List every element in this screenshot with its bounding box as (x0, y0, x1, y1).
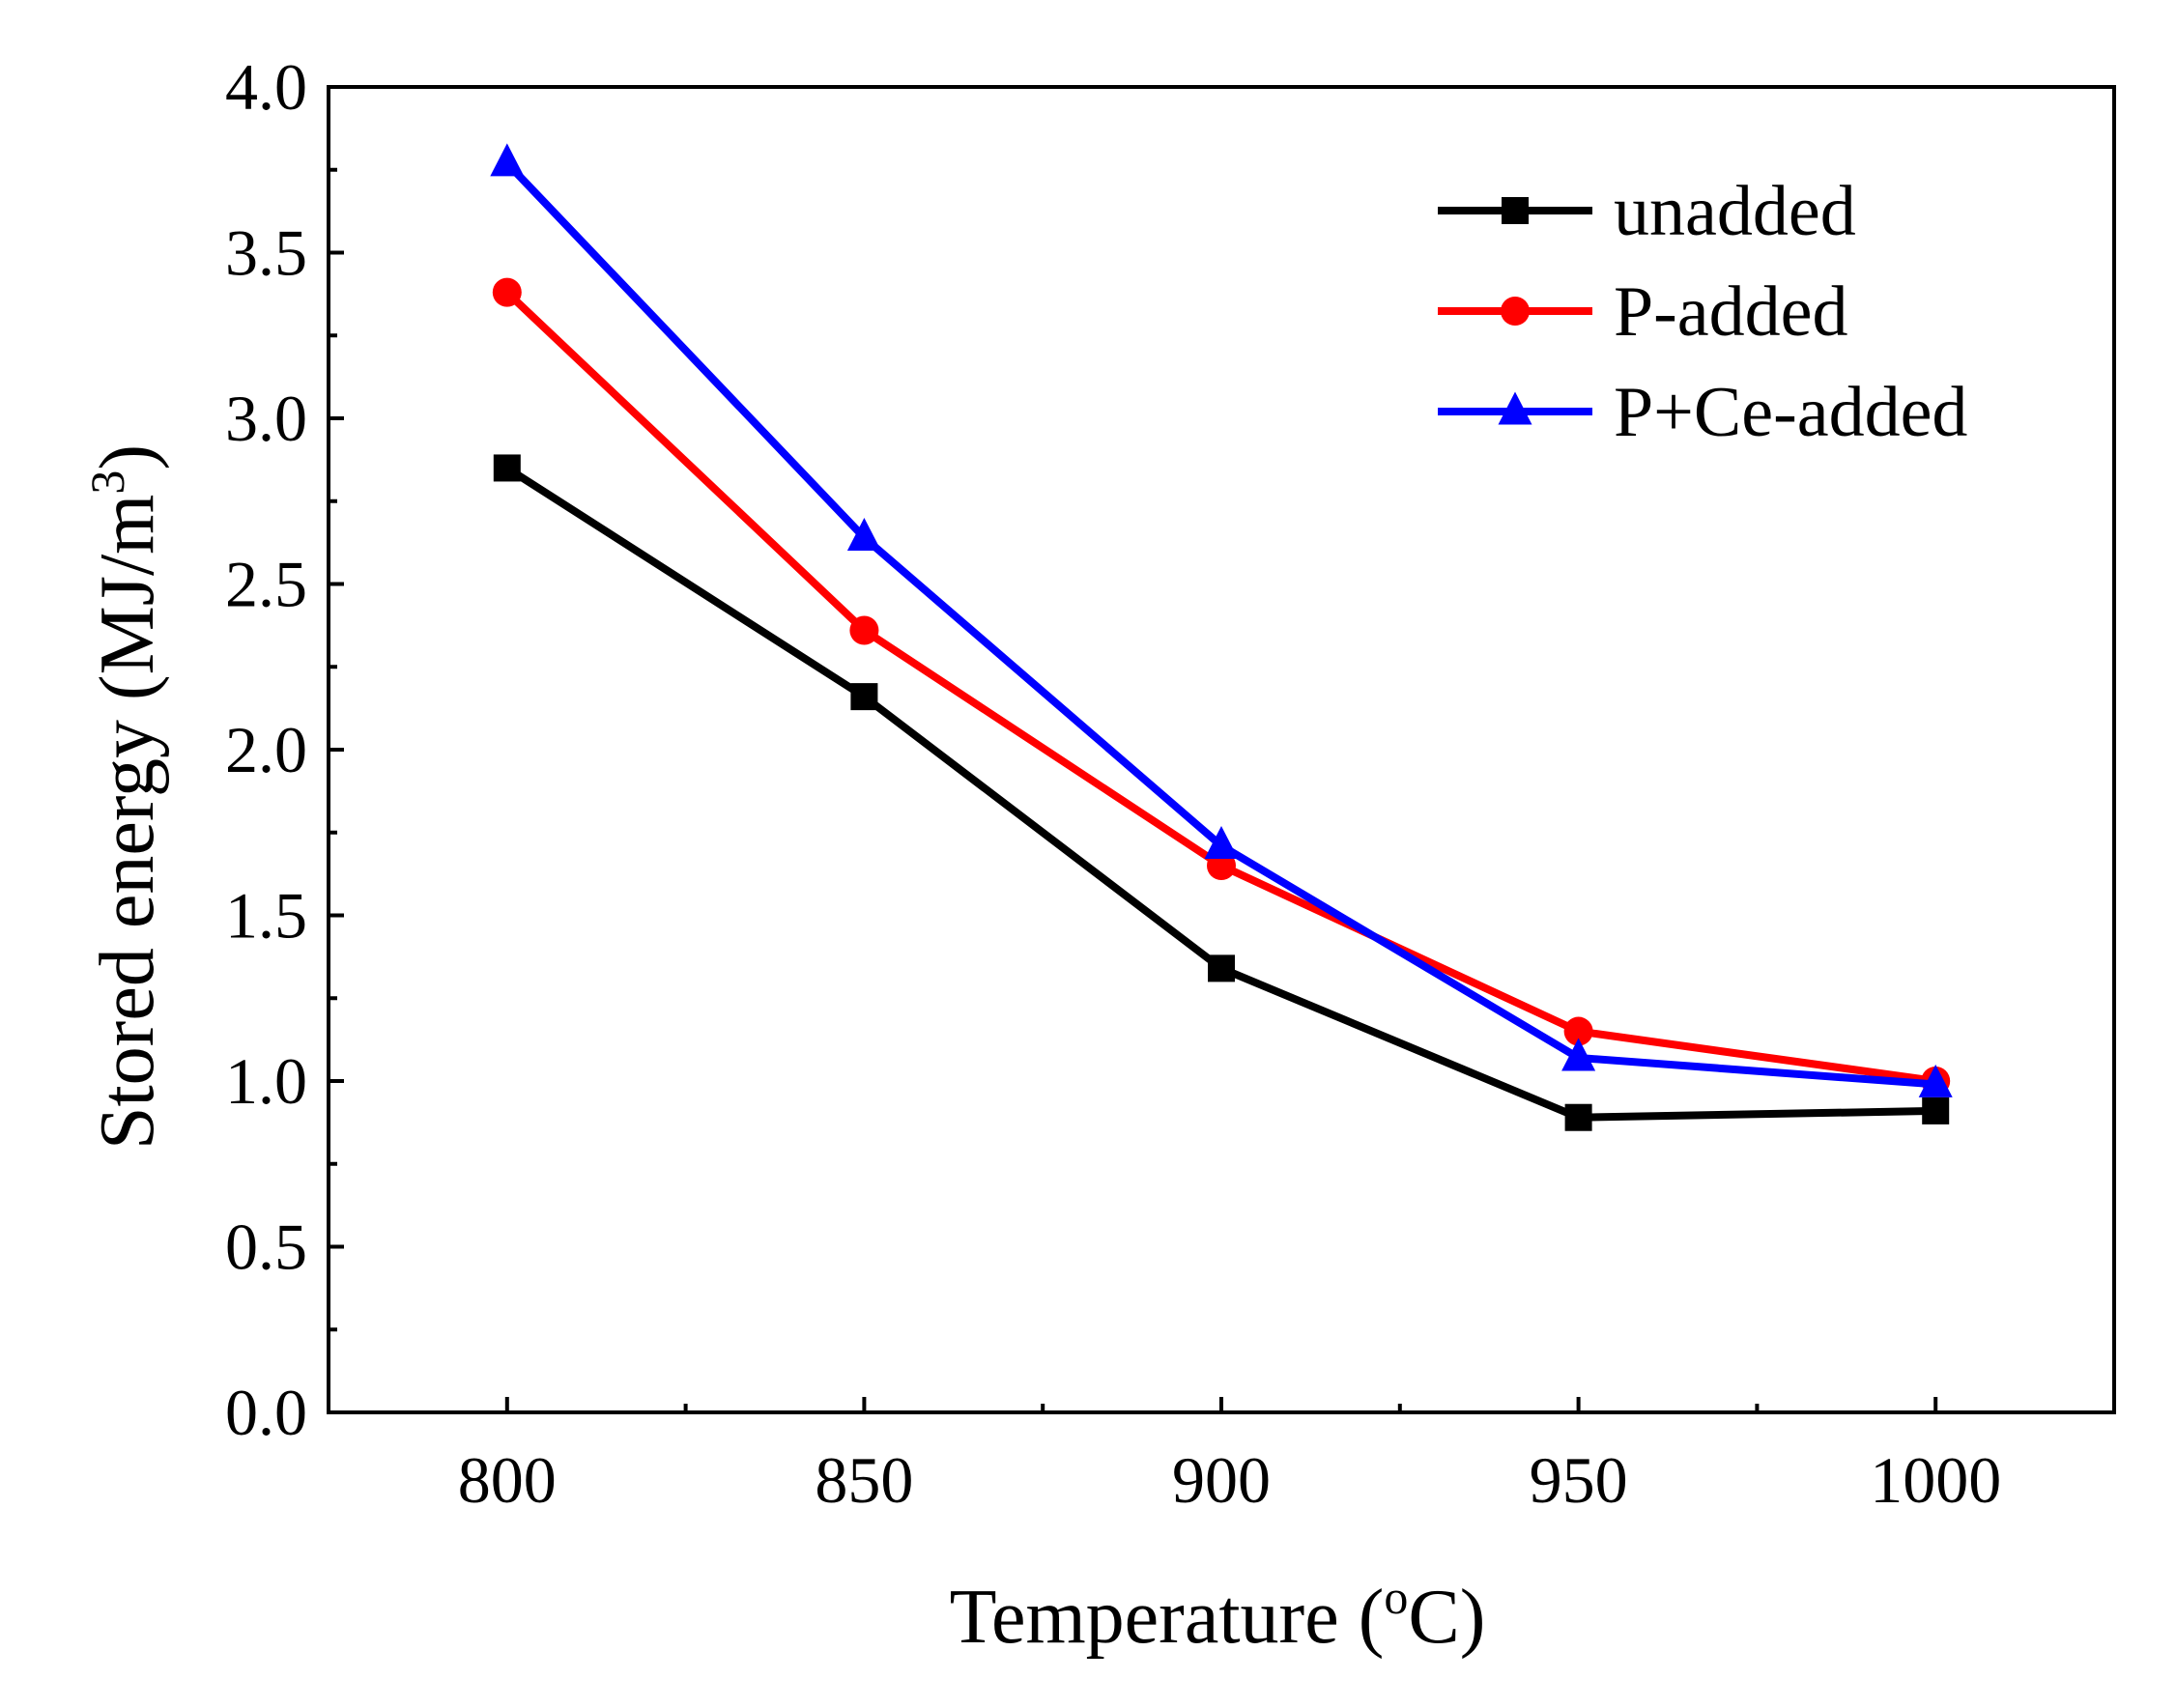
y-axis-label: Stored energy (MJ/m3) (80, 444, 170, 1150)
square-marker (1502, 197, 1529, 224)
plot-area (490, 143, 1953, 1131)
x-tick-label: 1000 (1870, 1443, 2001, 1517)
x-tick-label: 900 (1172, 1443, 1271, 1517)
y-tick-label: 3.5 (225, 216, 307, 290)
triangle-marker (846, 517, 881, 551)
y-axis-superscript: 3 (80, 470, 134, 495)
legend-label: P-added (1614, 272, 1848, 352)
series-P+Ce-added (490, 143, 1953, 1097)
circle-marker (1501, 297, 1530, 326)
legend-label: P+Ce-added (1614, 373, 1967, 452)
y-tick-label: 0.0 (225, 1376, 307, 1449)
square-marker (850, 683, 878, 711)
legend-item: unadded (1438, 172, 1856, 251)
y-tick-label: 2.0 (225, 713, 307, 786)
y-tick-label: 1.5 (225, 879, 307, 953)
triangle-marker (1918, 1064, 1953, 1097)
square-marker (1564, 1103, 1592, 1131)
y-tick-label: 1.0 (225, 1044, 307, 1118)
legend-item: P+Ce-added (1438, 373, 1967, 452)
x-axis-label: Temperature (oC) (950, 1570, 1486, 1660)
legend: unadded P-added P+Ce-added (1438, 172, 1967, 452)
y-tick-label: 3.0 (225, 382, 307, 455)
circle-marker (492, 277, 522, 307)
x-tick-label: 850 (815, 1443, 913, 1517)
y-tick-label: 4.0 (225, 50, 307, 124)
series-P-added (492, 277, 1951, 1096)
x-tick-label: 800 (458, 1443, 557, 1517)
x-tick-label: 950 (1530, 1443, 1628, 1517)
circle-marker (1563, 1016, 1593, 1046)
square-marker (1922, 1096, 1950, 1124)
axis-ticks: 0.0 0.5 1.0 1.5 2.0 2.5 3.0 3.5 4.0 800 850 900 950 1… (225, 50, 2001, 1517)
triangle-marker (1498, 391, 1532, 425)
legend-label: unadded (1614, 172, 1856, 251)
x-axis-unit: C) (1408, 1575, 1485, 1660)
triangle-marker (1561, 1038, 1596, 1071)
legend-item: P-added (1438, 272, 1848, 352)
series-unadded (493, 454, 1950, 1131)
x-axis-degree-superscript: o (1384, 1570, 1408, 1624)
square-marker (1208, 954, 1235, 982)
y-tick-label: 0.5 (225, 1210, 307, 1284)
triangle-marker (490, 143, 525, 177)
y-axis-close-paren: ) (85, 444, 170, 470)
y-tick-label: 2.5 (225, 548, 307, 621)
series-line (504, 465, 1936, 1122)
triangle-marker (1204, 825, 1239, 859)
circle-marker (849, 615, 879, 645)
square-marker (493, 454, 521, 482)
